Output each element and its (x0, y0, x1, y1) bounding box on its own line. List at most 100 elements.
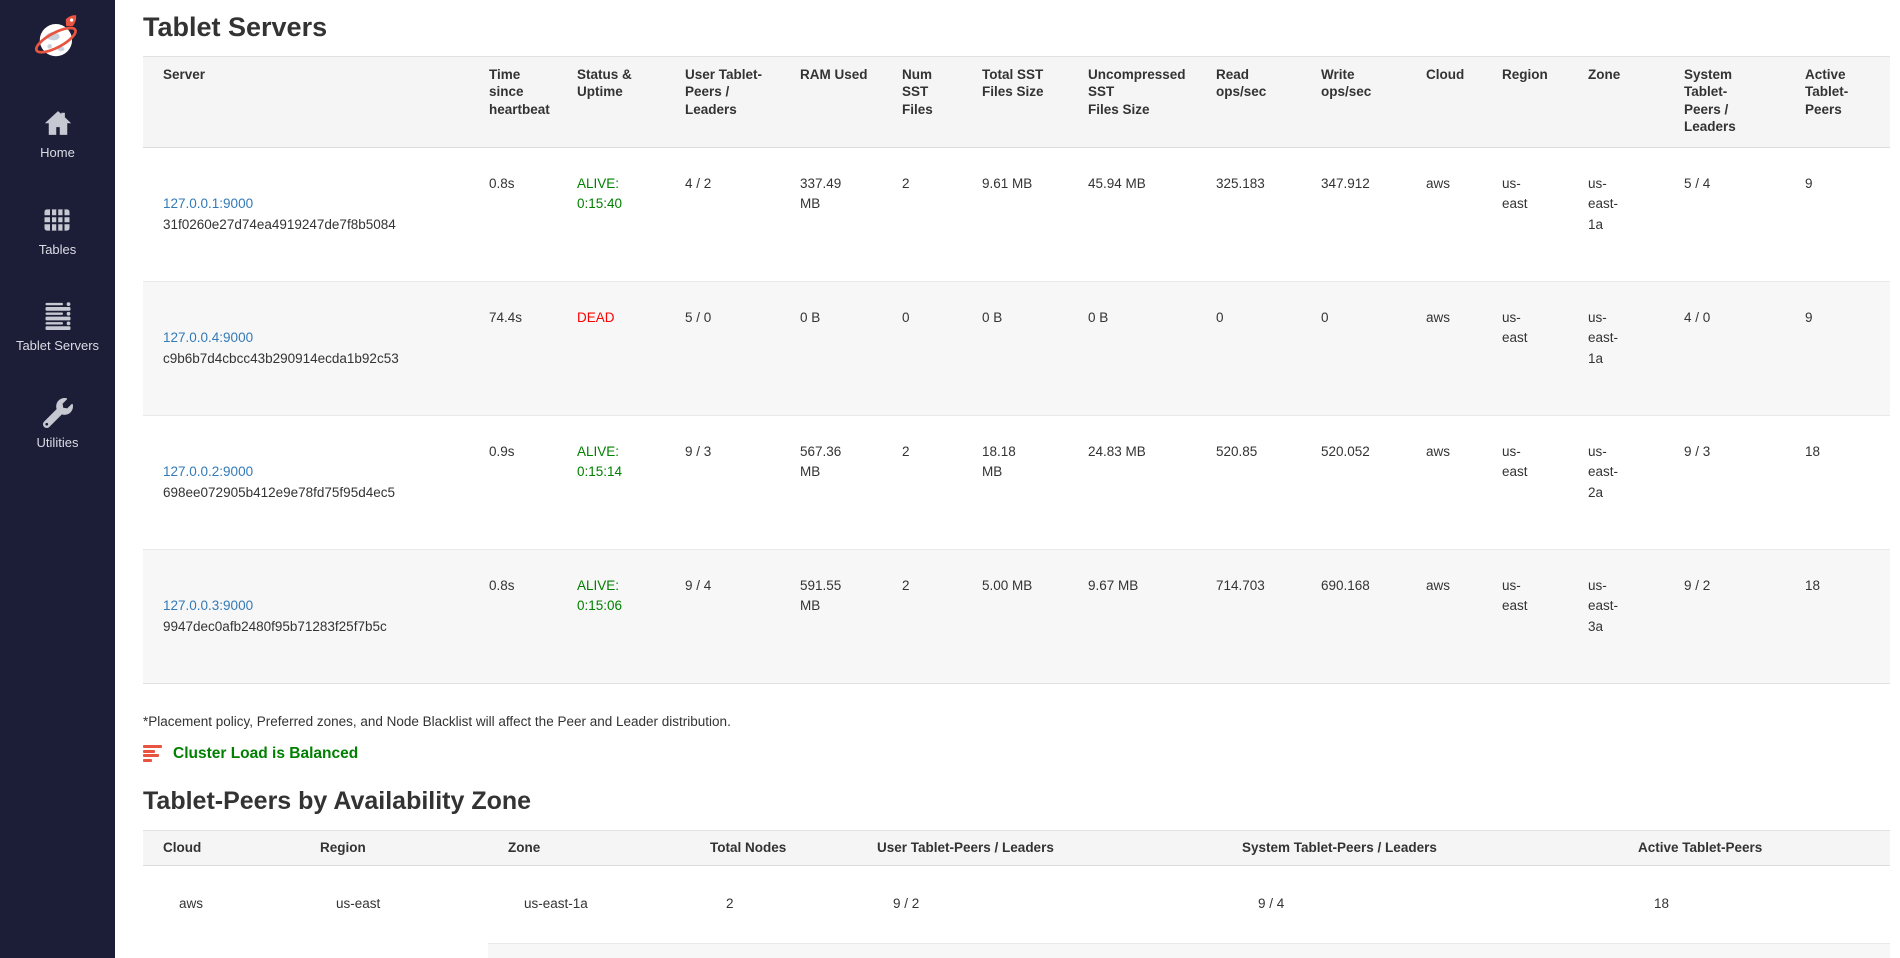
sidebar-item-label: Home (40, 145, 75, 161)
col-header-ram: RAM Used (780, 57, 882, 148)
read-ops-cell: 325.183 (1196, 148, 1301, 282)
col-header-system-peers: System Tablet-Peers / Leaders (1222, 831, 1618, 866)
server-row: 127.0.0.1:9000 31f0260e27d74ea4919247de7… (143, 148, 1890, 282)
cloud-cell: aws (1406, 550, 1482, 684)
col-header-system-peers: System Tablet- Peers / Leaders (1664, 57, 1785, 148)
col-header-server: Server (143, 57, 469, 148)
system-peers-cell: 9 / 4 (1222, 866, 1618, 943)
server-cell: 127.0.0.4:9000 c9b6b7d4cbcc43b290914ecda… (143, 282, 469, 416)
server-cell: 127.0.0.1:9000 31f0260e27d74ea4919247de7… (143, 148, 469, 282)
col-header-read-ops: Read ops/sec (1196, 57, 1301, 148)
user-peers-cell: 9 / 4 (665, 550, 780, 684)
write-ops-cell: 347.912 (1301, 148, 1406, 282)
server-address-link[interactable]: 127.0.0.1:9000 (163, 196, 253, 211)
sidebar-item-tablet-servers[interactable]: Tablet Servers (16, 301, 99, 354)
server-cell: 127.0.0.2:9000 698ee072905b412e9e78fd75f… (143, 416, 469, 550)
col-header-zone: Zone (488, 831, 690, 866)
region-cell: us- east (1482, 550, 1568, 684)
tables-icon (42, 205, 72, 235)
sidebar-item-label: Tables (39, 242, 77, 258)
col-header-active-peers: Active Tablet-Peers (1618, 831, 1890, 866)
uncompressed-sst-cell: 45.94 MB (1068, 148, 1196, 282)
col-header-write-ops: Write ops/sec (1301, 57, 1406, 148)
status-cell: DEAD (557, 282, 665, 416)
col-header-zone: Zone (1568, 57, 1664, 148)
heartbeat-cell: 74.4s (469, 282, 557, 416)
placement-footnote: *Placement policy, Preferred zones, and … (143, 714, 1890, 729)
server-row: 127.0.0.4:9000 c9b6b7d4cbcc43b290914ecda… (143, 282, 1890, 416)
col-header-num-sst: Num SST Files (882, 57, 962, 148)
user-peers-cell: 5 / 0 (665, 282, 780, 416)
sidebar-item-utilities[interactable]: Utilities (37, 398, 79, 451)
region-cell: us-east (300, 866, 488, 958)
status-cell: ALIVE: 0:15:06 (557, 550, 665, 684)
ram-used-cell: 567.36 MB (780, 416, 882, 550)
sidebar-item-tables[interactable]: Tables (39, 205, 77, 258)
heartbeat-cell: 0.9s (469, 416, 557, 550)
write-ops-cell: 690.168 (1301, 550, 1406, 684)
load-balancer-icon (143, 745, 162, 763)
heartbeat-cell: 0.8s (469, 550, 557, 684)
total-sst-cell: 5.00 MB (962, 550, 1068, 684)
write-ops-cell: 520.052 (1301, 416, 1406, 550)
region-cell: us- east (1482, 416, 1568, 550)
cloud-cell: aws (143, 866, 300, 958)
total-sst-cell: 18.18 MB (962, 416, 1068, 550)
tablet-servers-table: Server Time since heartbeat Status & Upt… (143, 56, 1890, 684)
status-cell: ALIVE: 0:15:14 (557, 416, 665, 550)
col-header-heartbeat: Time since heartbeat (469, 57, 557, 148)
sidebar: Home Tables Tablet Servers (0, 0, 115, 958)
system-peers-cell: 5 / 4 (1664, 148, 1785, 282)
ram-used-cell: 591.55 MB (780, 550, 882, 684)
system-peers-cell: 9 / 3 (1664, 416, 1785, 550)
zone-cell: us- east- 2a (1568, 416, 1664, 550)
num-sst-cell: 2 (882, 416, 962, 550)
uncompressed-sst-cell: 24.83 MB (1068, 416, 1196, 550)
col-header-status: Status & Uptime (557, 57, 665, 148)
read-ops-cell: 0 (1196, 282, 1301, 416)
zone-cell: us- east- 1a (1568, 148, 1664, 282)
server-row: 127.0.0.2:9000 698ee072905b412e9e78fd75f… (143, 416, 1890, 550)
cloud-cell: aws (1406, 416, 1482, 550)
system-peers-cell: 4 / 0 (1664, 282, 1785, 416)
read-ops-cell: 714.703 (1196, 550, 1301, 684)
server-uuid: c9b6b7d4cbcc43b290914ecda1b92c53 (163, 349, 461, 369)
server-address-link[interactable]: 127.0.0.3:9000 (163, 598, 253, 613)
heartbeat-cell: 0.8s (469, 148, 557, 282)
sidebar-item-home[interactable]: Home (40, 108, 75, 161)
active-peers-cell: 18 (1785, 416, 1890, 550)
servers-table-header-row: Server Time since heartbeat Status & Upt… (143, 57, 1890, 148)
user-peers-cell: 9 / 2 (857, 866, 1222, 943)
col-header-user-peers: User Tablet- Peers / Leaders (665, 57, 780, 148)
zones-table-header-row: Cloud Region Zone Total Nodes User Table… (143, 831, 1890, 866)
cluster-balance-status: Cluster Load is Balanced (143, 745, 1890, 763)
sidebar-item-label: Utilities (37, 435, 79, 451)
tablet-peers-by-zone-table: Cloud Region Zone Total Nodes User Table… (143, 830, 1890, 958)
active-peers-cell: 9 (1785, 282, 1890, 416)
col-header-region: Region (1482, 57, 1568, 148)
server-address-link[interactable]: 127.0.0.2:9000 (163, 464, 253, 479)
total-sst-cell: 0 B (962, 282, 1068, 416)
uncompressed-sst-cell: 9.67 MB (1068, 550, 1196, 684)
server-address-link[interactable]: 127.0.0.4:9000 (163, 330, 253, 345)
page-title: Tablet Servers (143, 12, 1890, 43)
active-peers-cell: 18 (1618, 866, 1890, 943)
col-header-total-sst: Total SST Files Size (962, 57, 1068, 148)
user-peers-cell: 9 / 3 (857, 943, 1222, 958)
zone-cell: us- east- 3a (1568, 550, 1664, 684)
ram-used-cell: 0 B (780, 282, 882, 416)
num-sst-cell: 2 (882, 550, 962, 684)
zone-cell: us- east- 1a (1568, 282, 1664, 416)
cloud-cell: aws (1406, 148, 1482, 282)
num-sst-cell: 2 (882, 148, 962, 282)
total-nodes-cell: 2 (690, 866, 857, 943)
server-uuid: 698ee072905b412e9e78fd75f95d4ec5 (163, 483, 461, 503)
total-nodes-cell: 1 (690, 943, 857, 958)
col-header-total-nodes: Total Nodes (690, 831, 857, 866)
zone-cell: us-east-2a (488, 943, 690, 958)
col-header-active-peers: Active Tablet- Peers (1785, 57, 1890, 148)
cloud-cell: aws (1406, 282, 1482, 416)
status-cell: ALIVE: 0:15:40 (557, 148, 665, 282)
user-peers-cell: 9 / 3 (665, 416, 780, 550)
region-cell: us- east (1482, 148, 1568, 282)
